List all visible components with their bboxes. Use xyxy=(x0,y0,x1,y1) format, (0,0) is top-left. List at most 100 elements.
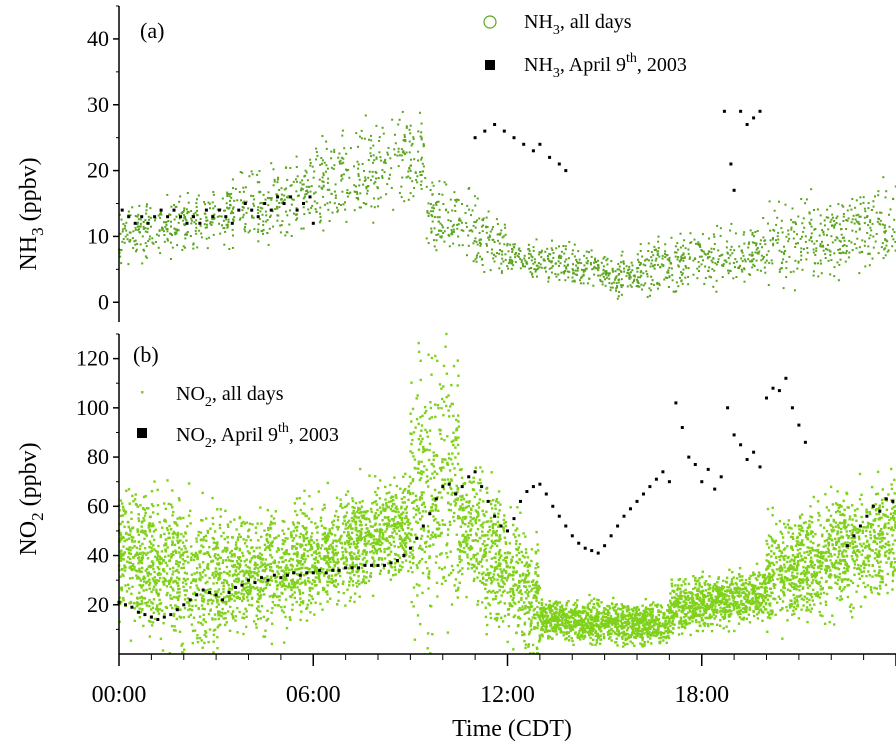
data-point xyxy=(841,228,843,230)
data-point xyxy=(702,259,704,261)
data-point xyxy=(348,584,350,586)
data-point xyxy=(372,162,374,164)
data-point xyxy=(302,202,305,205)
data-point xyxy=(284,579,286,581)
data-point xyxy=(291,586,293,588)
data-point xyxy=(302,600,304,602)
data-point xyxy=(134,620,136,622)
data-point xyxy=(652,265,654,267)
data-point xyxy=(445,405,447,407)
data-point xyxy=(224,617,226,619)
data-point xyxy=(361,506,363,508)
data-point xyxy=(281,187,283,189)
data-point xyxy=(825,257,827,259)
data-point xyxy=(276,200,278,202)
data-point xyxy=(597,275,599,277)
data-point xyxy=(198,607,200,609)
data-point xyxy=(248,529,250,531)
data-point xyxy=(345,494,347,496)
data-point xyxy=(367,177,369,179)
data-point xyxy=(179,516,181,518)
data-point xyxy=(512,648,514,650)
data-point xyxy=(438,567,440,569)
data-point xyxy=(816,240,818,242)
data-point xyxy=(779,271,781,273)
data-point xyxy=(289,167,291,169)
data-point xyxy=(135,227,137,229)
data-point xyxy=(461,203,463,205)
data-point xyxy=(532,597,534,599)
data-point xyxy=(668,267,670,269)
data-point xyxy=(216,599,218,601)
data-point xyxy=(285,585,287,587)
data-point xyxy=(222,532,224,534)
data-point xyxy=(488,239,490,241)
data-point xyxy=(794,289,796,291)
data-point xyxy=(383,551,385,553)
data-point xyxy=(599,275,601,277)
data-point xyxy=(303,206,305,208)
data-point xyxy=(290,531,292,533)
data-point xyxy=(381,169,383,171)
data-point xyxy=(178,591,180,593)
data-point xyxy=(571,253,573,255)
data-point xyxy=(355,523,357,525)
data-point xyxy=(353,553,355,555)
data-point xyxy=(321,180,323,182)
data-point xyxy=(261,554,263,556)
data-point xyxy=(837,203,839,205)
data-point xyxy=(172,567,174,569)
data-point xyxy=(805,258,807,260)
data-point xyxy=(451,229,453,231)
data-point xyxy=(212,600,214,602)
data-point xyxy=(249,523,251,525)
data-point xyxy=(828,260,830,262)
data-point xyxy=(479,245,481,247)
data-point xyxy=(727,270,729,272)
data-point xyxy=(321,544,323,546)
data-point xyxy=(640,262,642,264)
data-point xyxy=(514,256,516,258)
data-point xyxy=(152,602,154,604)
data-point xyxy=(461,222,463,224)
data-point xyxy=(394,569,396,571)
data-point xyxy=(420,430,422,432)
data-point xyxy=(440,407,442,409)
data-point xyxy=(213,576,215,578)
data-point xyxy=(183,223,185,225)
data-point xyxy=(581,269,583,271)
data-point xyxy=(256,615,258,617)
data-point xyxy=(297,195,299,197)
data-point xyxy=(626,265,628,267)
data-point xyxy=(284,616,286,618)
data-point xyxy=(269,524,271,526)
data-point xyxy=(361,567,363,569)
data-point xyxy=(701,263,703,265)
data-point xyxy=(419,518,421,520)
data-point xyxy=(223,585,225,587)
data-point xyxy=(251,215,253,217)
data-point xyxy=(350,147,352,149)
data-point xyxy=(860,216,862,218)
data-point xyxy=(223,210,225,212)
data-point xyxy=(170,604,172,606)
data-point xyxy=(721,254,723,256)
data-point xyxy=(456,485,458,487)
data-point xyxy=(212,548,214,550)
data-point xyxy=(676,242,678,244)
data-point xyxy=(276,588,278,590)
data-point xyxy=(376,509,378,511)
data-point xyxy=(320,520,322,522)
data-point xyxy=(200,531,202,533)
data-point xyxy=(444,524,446,526)
data-point xyxy=(568,241,570,243)
data-point xyxy=(303,197,305,199)
data-point xyxy=(438,527,440,529)
data-point xyxy=(430,374,432,376)
data-point xyxy=(365,203,367,205)
data-point xyxy=(262,224,264,226)
data-point xyxy=(153,586,155,588)
data-point xyxy=(200,225,202,227)
data-point xyxy=(666,277,668,279)
data-point xyxy=(710,276,712,278)
